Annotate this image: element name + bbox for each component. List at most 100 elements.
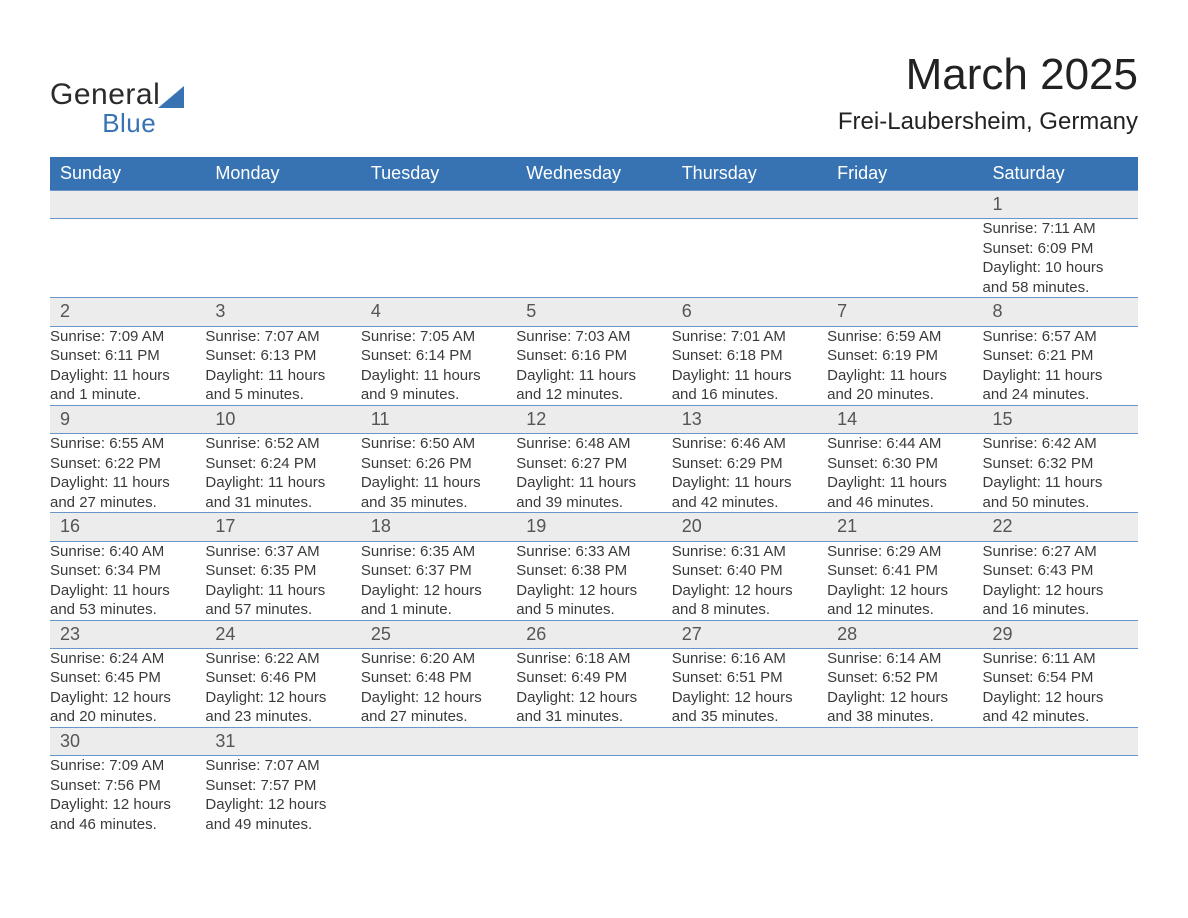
sunset-label: Sunset: 6:22 PM (50, 454, 205, 474)
daynum-cell (827, 191, 982, 219)
day-number: 19 (516, 513, 671, 540)
daylight-label: and 16 minutes. (983, 600, 1138, 620)
day-cell: Sunrise: 6:20 AMSunset: 6:48 PMDaylight:… (361, 648, 516, 727)
day-header: Wednesday (516, 157, 671, 191)
daylight-label: Daylight: 11 hours (50, 473, 205, 493)
daylight-label: Daylight: 12 hours (361, 688, 516, 708)
day-number: 20 (672, 513, 827, 540)
daynum-cell: 1 (983, 191, 1138, 219)
day-cell: Sunrise: 6:42 AMSunset: 6:32 PMDaylight:… (983, 434, 1138, 513)
sunset-label: Sunset: 6:26 PM (361, 454, 516, 474)
day-cell: Sunrise: 6:33 AMSunset: 6:38 PMDaylight:… (516, 541, 671, 620)
daylight-label: and 12 minutes. (516, 385, 671, 405)
sunrise-label: Sunrise: 6:31 AM (672, 542, 827, 562)
daylight-label: and 1 minute. (50, 385, 205, 405)
day-number: 25 (361, 621, 516, 648)
sunrise-label: Sunrise: 6:59 AM (827, 327, 982, 347)
day-number: 5 (516, 298, 671, 325)
sunrise-label: Sunrise: 6:29 AM (827, 542, 982, 562)
day-number: 9 (50, 406, 205, 433)
daynum-cell: 13 (672, 405, 827, 433)
day-number: 29 (983, 621, 1138, 648)
day-number: 6 (672, 298, 827, 325)
daylight-label: Daylight: 12 hours (516, 688, 671, 708)
sunrise-label: Sunrise: 6:48 AM (516, 434, 671, 454)
sunrise-label: Sunrise: 7:05 AM (361, 327, 516, 347)
header: General Blue March 2025 Frei-Laubersheim… (50, 50, 1138, 139)
day-cell (361, 219, 516, 298)
daynum-cell: 5 (516, 298, 671, 326)
daylight-label: Daylight: 11 hours (361, 473, 516, 493)
day-number: 17 (205, 513, 360, 540)
daylight-label: and 27 minutes. (50, 493, 205, 513)
daylight-label: and 27 minutes. (361, 707, 516, 727)
daynum-cell: 29 (983, 620, 1138, 648)
day-cell: Sunrise: 6:44 AMSunset: 6:30 PMDaylight:… (827, 434, 982, 513)
day-cell: Sunrise: 6:27 AMSunset: 6:43 PMDaylight:… (983, 541, 1138, 620)
daynum-cell: 30 (50, 727, 205, 755)
title-block: March 2025 Frei-Laubersheim, Germany (838, 50, 1138, 136)
calendar-table: Sunday Monday Tuesday Wednesday Thursday… (50, 157, 1138, 834)
sunset-label: Sunset: 6:40 PM (672, 561, 827, 581)
sunrise-label: Sunrise: 6:20 AM (361, 649, 516, 669)
daynum-row: 3031 (50, 727, 1138, 755)
daylight-label: Daylight: 11 hours (516, 473, 671, 493)
sunrise-label: Sunrise: 7:03 AM (516, 327, 671, 347)
sunset-label: Sunset: 6:52 PM (827, 668, 982, 688)
daylight-label: Daylight: 11 hours (205, 366, 360, 386)
sunset-label: Sunset: 6:54 PM (983, 668, 1138, 688)
daylight-label: and 39 minutes. (516, 493, 671, 513)
daylight-label: Daylight: 12 hours (205, 795, 360, 815)
day-cell: Sunrise: 6:50 AMSunset: 6:26 PMDaylight:… (361, 434, 516, 513)
day-header: Thursday (672, 157, 827, 191)
day-number: 11 (361, 406, 516, 433)
daynum-cell (983, 727, 1138, 755)
daynum-row: 9101112131415 (50, 405, 1138, 433)
day-number: 27 (672, 621, 827, 648)
day-header: Friday (827, 157, 982, 191)
day-cell: Sunrise: 6:14 AMSunset: 6:52 PMDaylight:… (827, 648, 982, 727)
sunrise-label: Sunrise: 6:18 AM (516, 649, 671, 669)
sunrise-label: Sunrise: 6:35 AM (361, 542, 516, 562)
daylight-label: Daylight: 12 hours (983, 688, 1138, 708)
daynum-cell: 15 (983, 405, 1138, 433)
sunset-label: Sunset: 6:21 PM (983, 346, 1138, 366)
day-cell (516, 756, 671, 835)
daynum-cell (361, 191, 516, 219)
day-cell (983, 756, 1138, 835)
location-label: Frei-Laubersheim, Germany (838, 108, 1138, 136)
daynum-row: 1 (50, 191, 1138, 219)
daylight-label: Daylight: 11 hours (50, 581, 205, 601)
daylight-label: Daylight: 12 hours (827, 581, 982, 601)
day-cell (516, 219, 671, 298)
day-number: 2 (50, 298, 205, 325)
sunset-label: Sunset: 6:49 PM (516, 668, 671, 688)
sunset-label: Sunset: 6:18 PM (672, 346, 827, 366)
day-number: 28 (827, 621, 982, 648)
day-cell: Sunrise: 6:37 AMSunset: 6:35 PMDaylight:… (205, 541, 360, 620)
daylight-label: and 9 minutes. (361, 385, 516, 405)
daylight-label: Daylight: 11 hours (827, 366, 982, 386)
daylight-label: and 8 minutes. (672, 600, 827, 620)
daynum-cell: 17 (205, 513, 360, 541)
day-header: Tuesday (361, 157, 516, 191)
daylight-label: and 12 minutes. (827, 600, 982, 620)
sunset-label: Sunset: 6:32 PM (983, 454, 1138, 474)
daynum-cell: 20 (672, 513, 827, 541)
daynum-row: 16171819202122 (50, 513, 1138, 541)
sunrise-label: Sunrise: 6:57 AM (983, 327, 1138, 347)
day-cell: Sunrise: 7:09 AMSunset: 7:56 PMDaylight:… (50, 756, 205, 835)
daylight-label: Daylight: 11 hours (205, 473, 360, 493)
day-cell: Sunrise: 6:46 AMSunset: 6:29 PMDaylight:… (672, 434, 827, 513)
day-number: 3 (205, 298, 360, 325)
sunrise-label: Sunrise: 6:24 AM (50, 649, 205, 669)
daylight-label: and 53 minutes. (50, 600, 205, 620)
daynum-cell (672, 191, 827, 219)
day-cell (361, 756, 516, 835)
sunrise-label: Sunrise: 6:16 AM (672, 649, 827, 669)
daynum-cell: 24 (205, 620, 360, 648)
sunrise-label: Sunrise: 6:11 AM (983, 649, 1138, 669)
day-cell: Sunrise: 7:11 AMSunset: 6:09 PMDaylight:… (983, 219, 1138, 298)
sunrise-label: Sunrise: 7:01 AM (672, 327, 827, 347)
daylight-label: and 23 minutes. (205, 707, 360, 727)
